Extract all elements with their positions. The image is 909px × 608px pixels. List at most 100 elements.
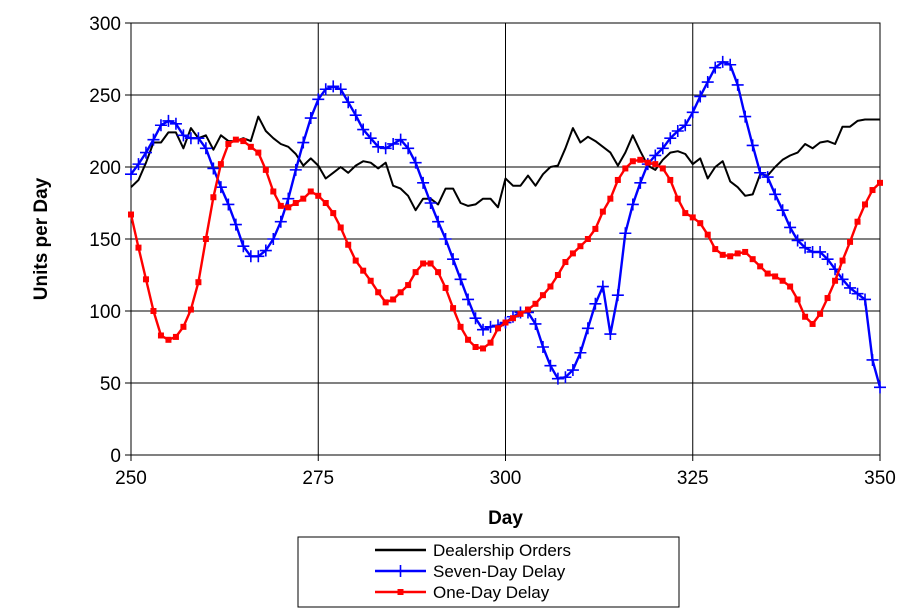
data-point [746, 139, 759, 152]
y-tick-label: 0 [110, 446, 121, 467]
data-point [439, 233, 452, 245]
data-point [622, 165, 629, 172]
data-point [247, 143, 254, 150]
data-point [157, 332, 164, 339]
data-point [877, 179, 883, 186]
data-point [566, 364, 579, 377]
data-point [417, 176, 430, 189]
data-point [674, 195, 681, 202]
data-point [824, 295, 831, 302]
data-point [689, 214, 696, 221]
data-point [719, 251, 726, 258]
data-point [405, 282, 412, 289]
data-point [207, 162, 220, 175]
data-point [334, 83, 347, 96]
data-point [791, 234, 804, 247]
data-point [217, 161, 224, 168]
data-point [132, 158, 145, 171]
data-point [562, 259, 569, 266]
data-point [462, 293, 475, 306]
data-point [312, 93, 325, 106]
data-point [232, 136, 239, 143]
data-point [402, 142, 415, 155]
data-point [596, 280, 609, 293]
data-point [262, 166, 269, 173]
data-point [671, 125, 684, 137]
data-point [454, 273, 467, 286]
y-tick-label: 300 [89, 14, 121, 35]
data-point [487, 339, 494, 346]
data-point [349, 109, 362, 122]
data-point [509, 315, 516, 322]
data-point [817, 310, 824, 317]
data-point [704, 231, 711, 238]
data-point [619, 227, 632, 240]
data-point [125, 168, 137, 181]
data-point [607, 195, 614, 202]
data-point [289, 163, 302, 176]
data-point [135, 244, 142, 251]
data-point [749, 256, 756, 263]
data-point [364, 132, 377, 145]
data-point [480, 345, 487, 352]
data-point [292, 200, 299, 206]
data-point [539, 292, 546, 299]
x-tick-label: 300 [490, 468, 522, 489]
legend-label: Dealership Orders [433, 541, 571, 560]
data-point [779, 277, 786, 284]
data-point [649, 149, 662, 162]
data-point [547, 283, 554, 290]
data-point [327, 80, 340, 93]
data-point [637, 156, 644, 163]
data-point [667, 176, 674, 183]
data-point [604, 328, 617, 341]
data-point [784, 221, 797, 234]
data-point [229, 218, 242, 231]
grid [131, 23, 880, 455]
data-point [839, 257, 846, 264]
legend-marker [397, 589, 404, 595]
y-tick-label: 50 [100, 374, 121, 395]
data-point [147, 133, 160, 146]
data-point [814, 245, 827, 258]
x-axis-label: Day [488, 508, 523, 529]
data-point [634, 176, 647, 189]
data-point [342, 96, 355, 109]
y-tick-label: 250 [89, 86, 121, 107]
data-point [447, 253, 460, 266]
y-axis-ticks: 0 50 100 150 200 250 300 [89, 14, 131, 467]
data-point [697, 220, 704, 227]
data-point [495, 325, 502, 332]
data-point [477, 323, 490, 336]
y-tick-label: 100 [89, 302, 121, 323]
data-point [517, 310, 524, 317]
data-point [524, 306, 531, 313]
data-point [394, 133, 407, 146]
data-point [345, 241, 352, 248]
data-point [259, 244, 272, 257]
data-point [599, 208, 606, 215]
data-point [761, 171, 774, 184]
data-point [581, 322, 594, 335]
data-point [442, 284, 449, 291]
legend-box [297, 536, 680, 608]
data-point [277, 202, 284, 209]
data-point [187, 306, 194, 313]
data-point [592, 225, 599, 232]
data-point [851, 287, 864, 300]
data-point [629, 158, 636, 165]
data-point [664, 132, 677, 145]
data-point [734, 250, 741, 257]
data-point [611, 289, 624, 302]
data-point [686, 106, 699, 119]
data-point [128, 211, 134, 218]
legend-label: Seven-Day Delay [433, 562, 566, 581]
data-point [420, 260, 427, 267]
x-tick-label: 325 [677, 468, 709, 489]
data-point [502, 319, 509, 326]
data-point [836, 273, 849, 286]
data-point [150, 308, 157, 314]
data-point [577, 243, 584, 250]
data-point [195, 279, 202, 286]
